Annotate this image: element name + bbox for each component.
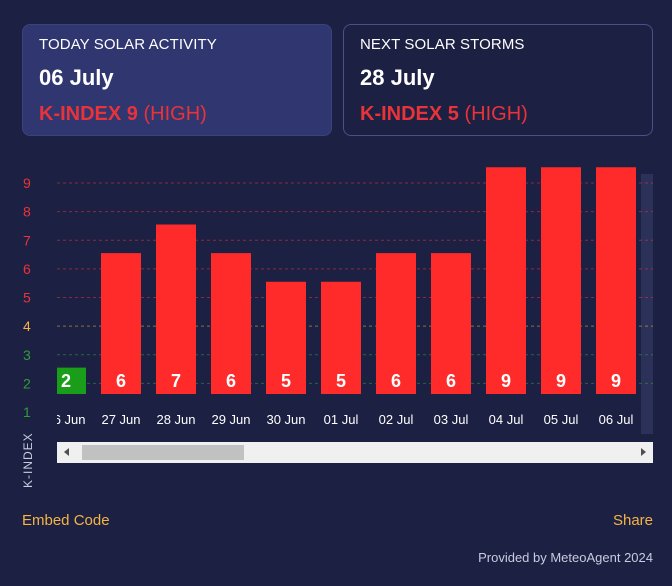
embed-code-link[interactable]: Embed Code — [22, 512, 110, 529]
bar-value-label: 5 — [336, 371, 346, 391]
x-tick-label: 06 Jul — [599, 412, 634, 427]
y-tick-label: 9 — [23, 175, 31, 191]
bar — [266, 281, 306, 394]
scroll-right-arrow-icon[interactable] — [633, 442, 653, 463]
bar — [376, 253, 416, 394]
bar-value-label: 6 — [446, 371, 456, 391]
next-kindex: K-INDEX 5 (HIGH) — [360, 103, 636, 126]
y-tick-label: 8 — [23, 204, 31, 220]
bar-value-label: 6 — [391, 371, 401, 391]
next-kindex-value: 5 — [447, 103, 459, 125]
bar — [57, 367, 86, 394]
bar-value-label: 9 — [501, 371, 511, 391]
next-storms-label: NEXT SOLAR STORMS — [360, 36, 525, 53]
bar — [101, 253, 141, 394]
kindex-chart: 1 2 3 4 5 6 7 8 9 2 6 7 6 5 5 6 6 9 9 9 26 Jun 27 Jun 28 Jun… — [21, 167, 653, 488]
bar — [596, 167, 636, 394]
provided-by-text: Provided by MeteoAgent 2024 — [478, 550, 653, 565]
next-storms-card: NEXT SOLAR STORMS 28 July K-INDEX 5 (HIG… — [343, 24, 653, 136]
x-tick-label: 03 Jul — [434, 412, 469, 427]
x-tick-label: 01 Jul — [324, 412, 359, 427]
bar-value-label: 6 — [116, 371, 126, 391]
bar — [211, 253, 251, 394]
bar — [431, 253, 471, 394]
x-tick-label: 02 Jul — [379, 412, 414, 427]
today-activity-date: 06 July — [39, 65, 114, 90]
bar-value-label: 2 — [61, 371, 71, 391]
bar — [486, 167, 526, 394]
bar — [541, 167, 581, 394]
next-kindex-level: (HIGH) — [464, 103, 528, 125]
x-tick-label: 28 Jun — [156, 412, 195, 427]
x-tick-label: 29 Jun — [211, 412, 250, 427]
next-storms-date: 28 July — [360, 65, 435, 90]
y-tick-label: 4 — [23, 318, 31, 334]
bar — [321, 281, 361, 394]
scroll-thumb[interactable] — [82, 445, 244, 460]
bar-value-label: 7 — [171, 371, 181, 391]
today-kindex-level: (HIGH) — [143, 103, 207, 125]
today-kindex-label: K-INDEX — [39, 103, 122, 125]
x-tick-label: 27 Jun — [101, 412, 140, 427]
x-tick-label: 04 Jul — [489, 412, 524, 427]
x-tick-label: 30 Jun — [266, 412, 305, 427]
y-tick-label: 7 — [23, 232, 31, 248]
chart-edge-strip — [641, 174, 653, 434]
y-tick-label: 2 — [23, 375, 31, 391]
y-tick-label: 3 — [23, 347, 31, 363]
scroll-left-arrow-icon[interactable] — [57, 442, 77, 463]
share-link[interactable]: Share — [612, 512, 653, 529]
x-tick-label: 26 Jun — [46, 412, 85, 427]
today-kindex-value: 9 — [126, 103, 138, 125]
today-activity-label: TODAY SOLAR ACTIVITY — [39, 36, 217, 53]
bar-value-label: 9 — [611, 371, 621, 391]
today-activity-card: TODAY SOLAR ACTIVITY 06 July K-INDEX 9 (… — [22, 24, 332, 136]
x-tick-label: 05 Jul — [544, 412, 579, 427]
today-kindex: K-INDEX 9 (HIGH) — [39, 103, 315, 126]
y-tick-label: 1 — [23, 404, 31, 420]
y-tick-label: 5 — [23, 290, 31, 306]
bar-value-label: 5 — [281, 371, 291, 391]
y-axis-title: K-INDEX — [21, 432, 35, 488]
chart-scrollbar[interactable] — [57, 442, 653, 463]
bar-value-label: 6 — [226, 371, 236, 391]
bar — [156, 224, 196, 394]
bar-value-label: 9 — [556, 371, 566, 391]
next-kindex-label: K-INDEX — [360, 103, 443, 125]
y-tick-label: 6 — [23, 261, 31, 277]
